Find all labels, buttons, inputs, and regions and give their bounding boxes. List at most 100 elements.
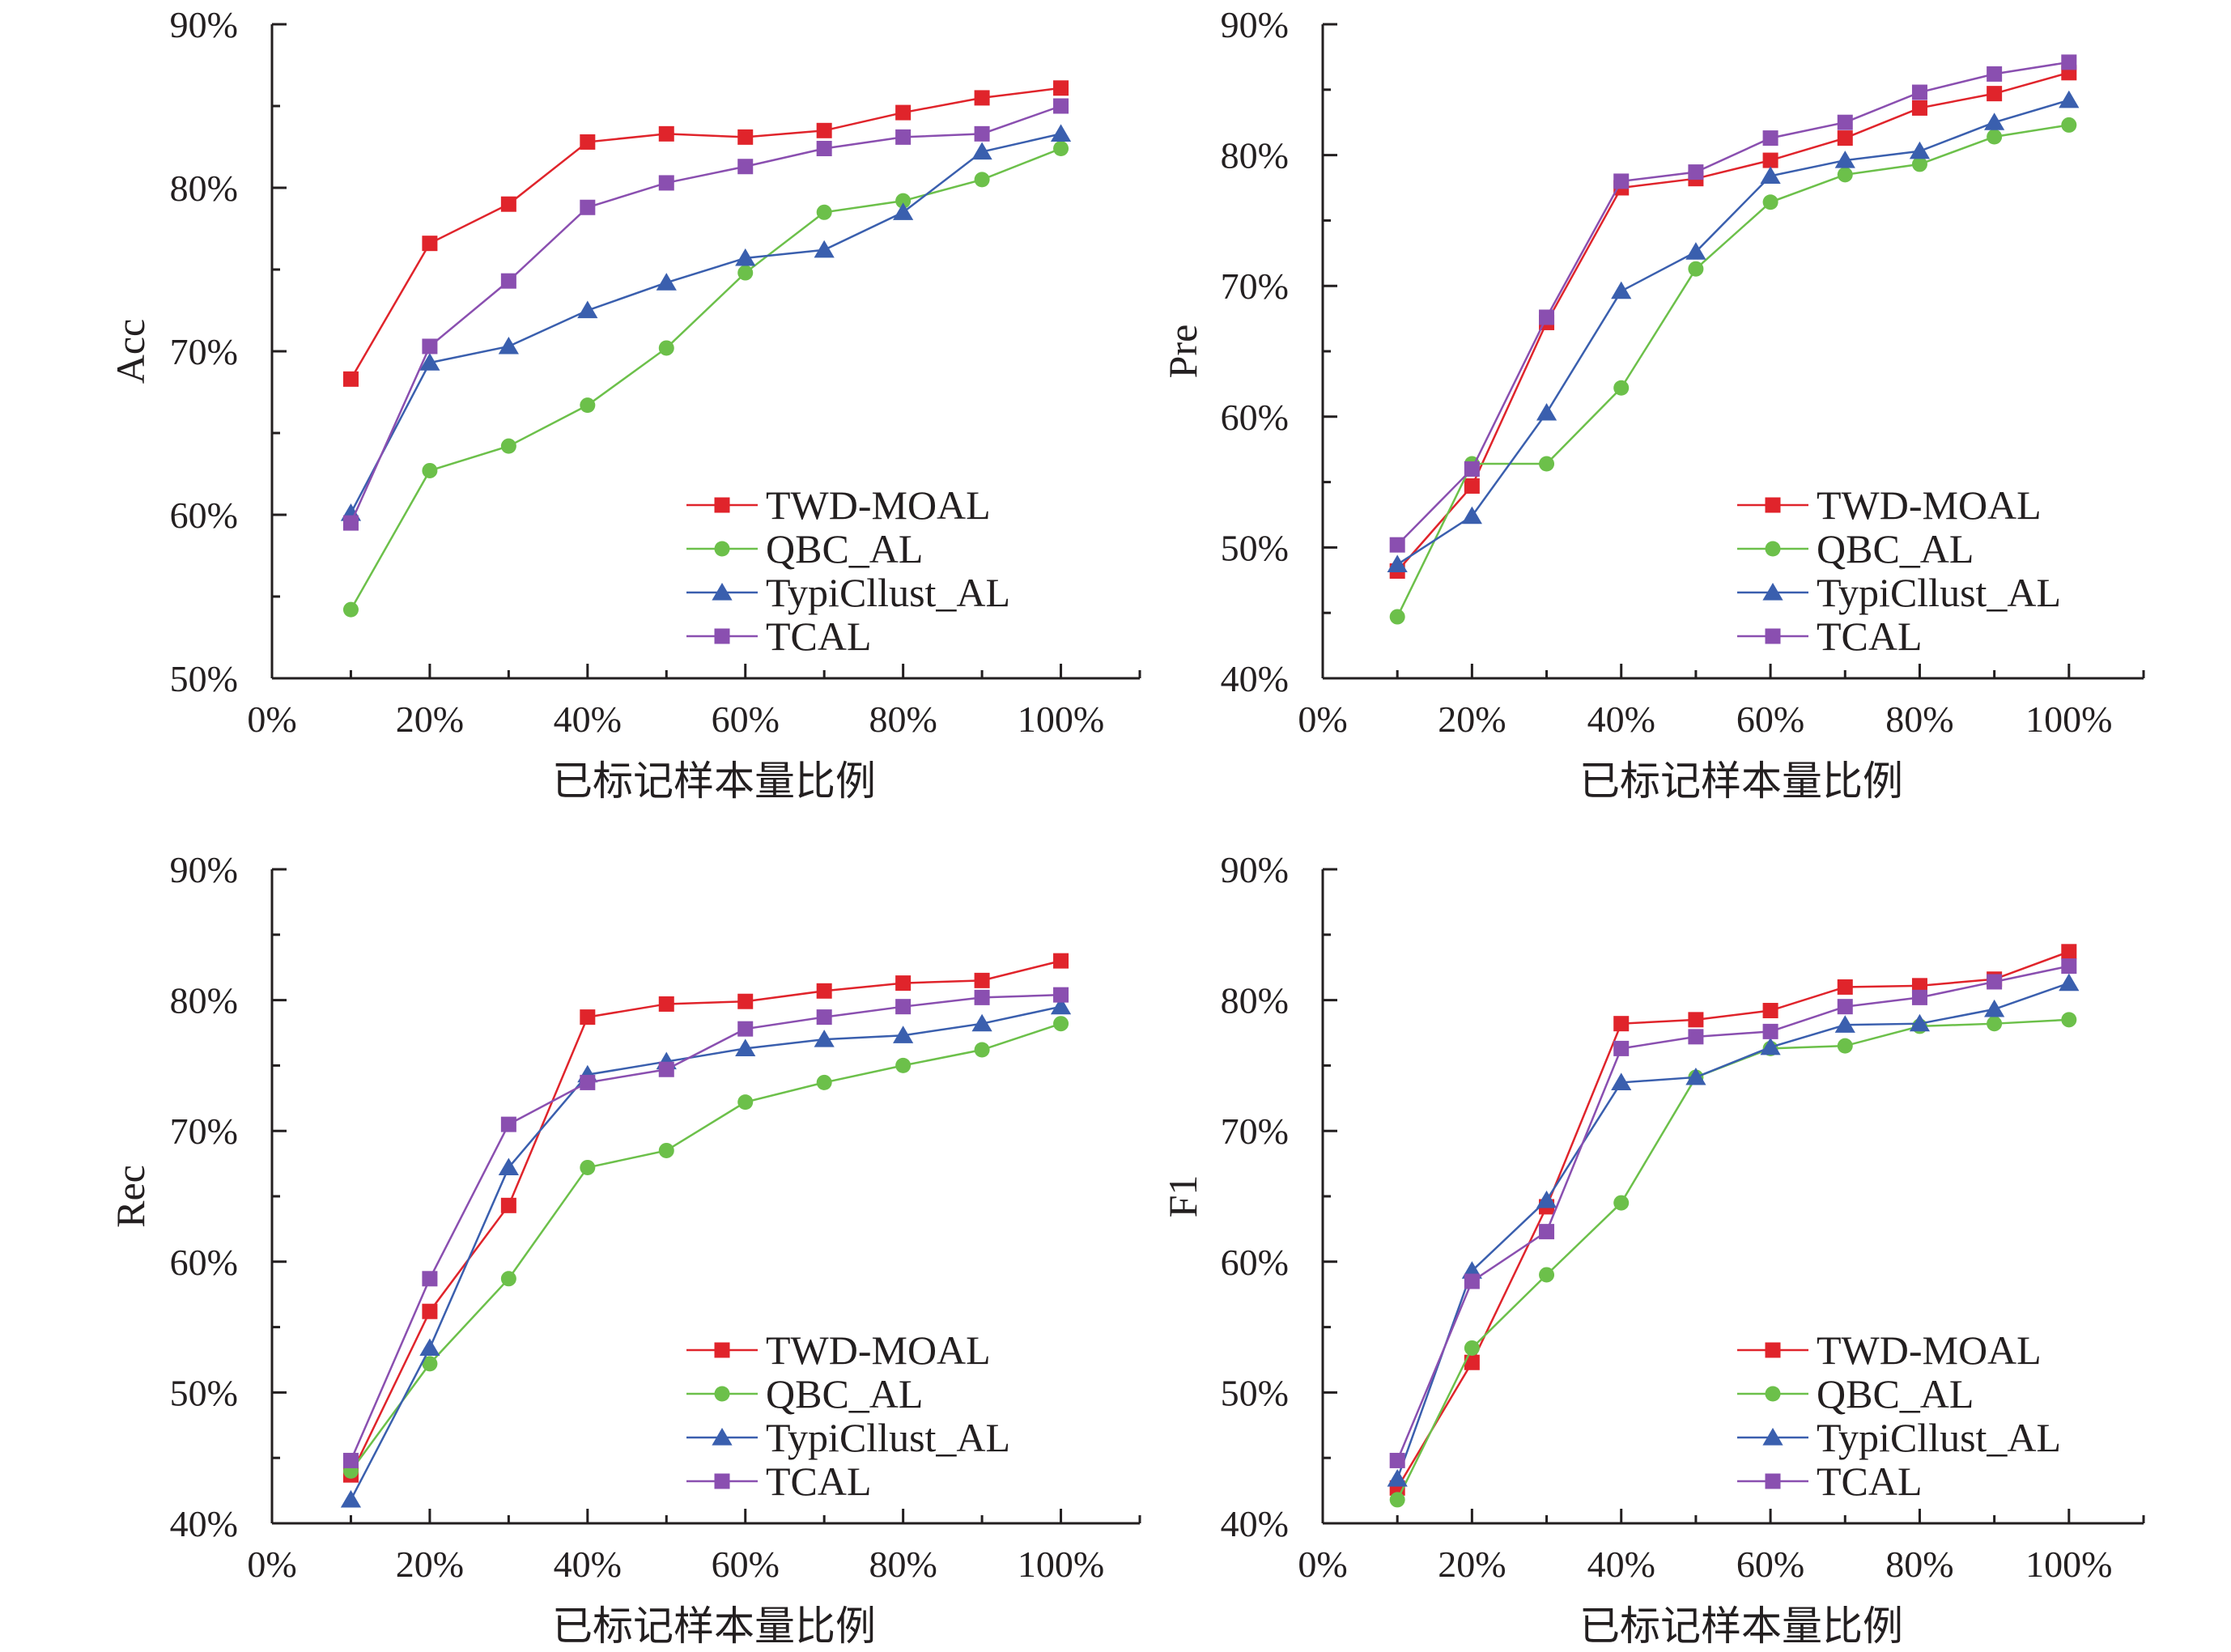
data-point <box>737 1021 754 1037</box>
series-tcal <box>1389 54 2077 553</box>
data-point <box>737 129 754 145</box>
y-tick-label: 70% <box>1221 265 1289 307</box>
data-point <box>1688 164 1704 180</box>
x-tick-label: 0% <box>1298 699 1347 740</box>
x-tick-label: 60% <box>1736 1544 1804 1585</box>
series-qbc-al <box>342 141 1069 618</box>
data-point <box>500 438 516 454</box>
x-tick-label: 20% <box>1438 1544 1506 1585</box>
x-axis-label: 已标记样本量比例 <box>552 1603 876 1648</box>
data-point <box>895 104 912 121</box>
series-line <box>350 1022 1061 1472</box>
data-point <box>422 236 438 252</box>
data-point <box>1909 141 1931 159</box>
data-point <box>1762 152 1778 168</box>
y-tick-label: 50% <box>1221 1372 1289 1413</box>
data-point <box>1987 86 2003 102</box>
data-point <box>974 90 990 106</box>
y-tick-label: 60% <box>1221 397 1289 438</box>
data-point <box>1984 999 2005 1017</box>
data-point <box>1464 1354 1480 1370</box>
data-point <box>1837 979 1853 995</box>
x-tick-label: 20% <box>396 699 464 740</box>
y-tick-label: 90% <box>170 4 238 45</box>
x-tick-label: 100% <box>2025 699 2112 740</box>
data-point <box>895 129 912 145</box>
y-tick-label: 80% <box>170 168 238 209</box>
data-point <box>1613 1016 1630 1032</box>
data-point <box>1987 66 2003 82</box>
data-point <box>1837 1038 1853 1054</box>
data-point <box>1613 1195 1630 1211</box>
x-tick-label: 100% <box>2025 1544 2112 1585</box>
data-point <box>1050 996 1072 1015</box>
y-axis-label: Pre <box>1160 325 1205 379</box>
series-tcal <box>1389 958 2077 1468</box>
data-point <box>342 371 359 387</box>
data-point <box>814 240 835 258</box>
series-typicllust-al <box>340 124 1072 521</box>
data-point <box>1760 1037 1781 1055</box>
data-point <box>974 1042 990 1058</box>
data-point <box>580 1159 596 1175</box>
y-axis-label: F1 <box>1160 1175 1205 1218</box>
data-point <box>1611 1072 1632 1091</box>
legend-label: QBC_AL <box>1817 1371 1974 1416</box>
legend-label: QBC_AL <box>766 1371 923 1416</box>
data-point <box>1688 261 1704 277</box>
data-point <box>2059 90 2080 108</box>
y-tick-label: 60% <box>1221 1242 1289 1283</box>
legend-label: TWD-MOAL <box>766 1327 991 1373</box>
x-tick-label: 0% <box>247 1544 296 1585</box>
legend-marker <box>714 628 730 644</box>
data-point <box>893 1026 914 1043</box>
data-point <box>422 1356 438 1372</box>
data-point <box>1536 402 1557 421</box>
x-tick-label: 60% <box>1736 699 1804 740</box>
data-point <box>1539 456 1555 472</box>
data-point <box>816 122 832 138</box>
legend-marker <box>1765 541 1781 557</box>
data-point <box>1389 1492 1405 1508</box>
data-point <box>1539 1224 1555 1240</box>
data-point <box>1053 80 1069 96</box>
data-point <box>2061 958 2077 975</box>
data-point <box>498 1157 519 1176</box>
data-point <box>737 1094 754 1111</box>
data-point <box>500 1197 516 1213</box>
legend-marker <box>1765 497 1781 513</box>
chart-panel-f1: 40% 50% 60% 70% 80% 90% 0% 20% 40% 60% 80% 100% F1 已标… <box>1160 849 2145 1649</box>
legend-marker <box>1765 1342 1781 1358</box>
data-point <box>1389 609 1405 625</box>
data-point <box>580 397 596 414</box>
chart-panel-rec: 40% 50% 60% 70% 80% 90% 0% 20% 40% 60% 80% 100% Rec 已… <box>108 849 1141 1649</box>
data-point <box>895 975 912 992</box>
legend-marker <box>714 1342 730 1358</box>
series-line <box>1396 965 2070 1461</box>
data-point <box>500 1271 516 1287</box>
legend-label: TWD-MOAL <box>1817 1327 2042 1373</box>
legend-label: QBC_AL <box>766 526 923 571</box>
data-point <box>656 273 677 291</box>
data-point <box>816 1074 832 1090</box>
series-line <box>350 87 1061 380</box>
x-tick-label: 60% <box>712 699 780 740</box>
legend-marker <box>714 497 730 513</box>
data-point <box>814 1030 835 1047</box>
data-point <box>500 273 516 289</box>
data-point <box>1688 1029 1704 1045</box>
data-point <box>419 1338 440 1357</box>
data-point <box>1539 309 1555 325</box>
y-tick-label: 40% <box>1221 658 1289 699</box>
x-tick-label: 80% <box>869 1544 937 1585</box>
y-tick-label: 60% <box>170 495 238 536</box>
data-point <box>1762 1003 1778 1019</box>
data-point <box>658 1142 674 1158</box>
data-point <box>580 134 596 150</box>
data-point <box>1762 194 1778 210</box>
data-point <box>1911 84 1927 100</box>
data-point <box>735 248 756 266</box>
data-point <box>1464 478 1480 494</box>
data-point <box>974 125 990 142</box>
data-point <box>1762 1023 1778 1039</box>
